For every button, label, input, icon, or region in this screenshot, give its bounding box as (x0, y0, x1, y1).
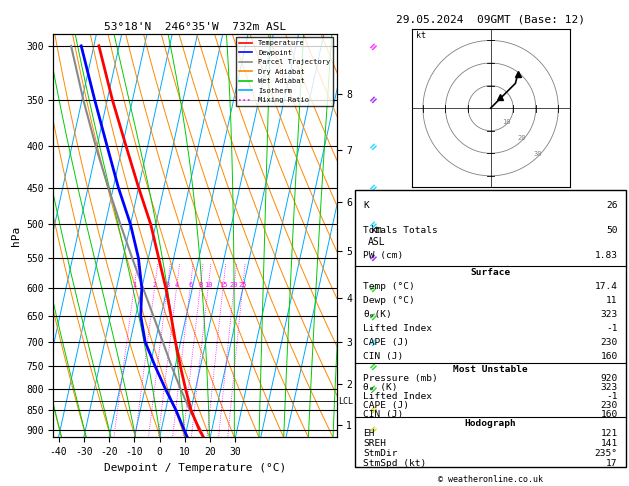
Text: 141: 141 (601, 439, 618, 449)
Text: Totals Totals: Totals Totals (364, 226, 438, 235)
Text: Most Unstable: Most Unstable (454, 365, 528, 374)
Text: 15: 15 (219, 282, 227, 288)
Text: 920: 920 (601, 374, 618, 383)
Text: Surface: Surface (470, 268, 511, 278)
Text: 230: 230 (601, 338, 618, 347)
Text: 17: 17 (606, 459, 618, 469)
Text: 323: 323 (601, 310, 618, 319)
X-axis label: Dewpoint / Temperature (°C): Dewpoint / Temperature (°C) (104, 463, 286, 473)
Text: CIN (J): CIN (J) (364, 411, 404, 419)
Text: $\equiv$: $\equiv$ (365, 359, 380, 373)
Text: CAPE (J): CAPE (J) (364, 338, 409, 347)
Text: 1.83: 1.83 (595, 251, 618, 260)
Text: 1: 1 (132, 282, 136, 288)
Text: 50: 50 (606, 226, 618, 235)
Text: StmDir: StmDir (364, 450, 398, 458)
Text: Lifted Index: Lifted Index (364, 393, 433, 401)
Text: $\equiv$: $\equiv$ (365, 309, 380, 324)
Text: $\equiv$: $\equiv$ (365, 250, 380, 265)
Text: $\equiv$: $\equiv$ (365, 38, 380, 53)
Text: 30: 30 (534, 151, 542, 156)
Text: kt: kt (416, 31, 426, 40)
Text: θₑ (K): θₑ (K) (364, 383, 398, 393)
Text: 10: 10 (502, 119, 511, 125)
Text: $\equiv$: $\equiv$ (365, 334, 380, 349)
Text: CIN (J): CIN (J) (364, 351, 404, 361)
Text: PW (cm): PW (cm) (364, 251, 404, 260)
Text: Dewp (°C): Dewp (°C) (364, 296, 415, 305)
Text: EH: EH (364, 430, 375, 438)
Legend: Temperature, Dewpoint, Parcel Trajectory, Dry Adiabat, Wet Adiabat, Isotherm, Mi: Temperature, Dewpoint, Parcel Trajectory… (236, 37, 333, 106)
Text: 230: 230 (601, 401, 618, 411)
Text: 20: 20 (518, 135, 526, 141)
Title: 53°18'N  246°35'W  732m ASL: 53°18'N 246°35'W 732m ASL (104, 22, 286, 32)
Text: 20: 20 (230, 282, 238, 288)
Text: $\equiv$: $\equiv$ (365, 92, 380, 107)
Text: 323: 323 (601, 383, 618, 393)
Text: CAPE (J): CAPE (J) (364, 401, 409, 411)
Text: $\equiv$: $\equiv$ (365, 381, 380, 396)
Text: Lifted Index: Lifted Index (364, 324, 433, 333)
Text: 3: 3 (165, 282, 169, 288)
Text: $\equiv$: $\equiv$ (365, 280, 380, 295)
Text: 29.05.2024  09GMT (Base: 12): 29.05.2024 09GMT (Base: 12) (396, 15, 585, 25)
Text: 6: 6 (188, 282, 192, 288)
Text: 25: 25 (238, 282, 247, 288)
Text: 160: 160 (601, 351, 618, 361)
Text: 235°: 235° (595, 450, 618, 458)
Text: -1: -1 (606, 324, 618, 333)
Text: Temp (°C): Temp (°C) (364, 282, 415, 291)
Text: 121: 121 (601, 430, 618, 438)
Text: 10: 10 (204, 282, 213, 288)
Text: 4: 4 (174, 282, 179, 288)
Text: LCL: LCL (338, 397, 353, 406)
Text: SREH: SREH (364, 439, 386, 449)
Y-axis label: km
ASL: km ASL (369, 225, 386, 246)
Text: K: K (364, 201, 369, 209)
Text: StmSpd (kt): StmSpd (kt) (364, 459, 426, 469)
Text: Hodograph: Hodograph (465, 419, 516, 429)
Text: 160: 160 (601, 411, 618, 419)
Text: 26: 26 (606, 201, 618, 209)
Text: θₑ(K): θₑ(K) (364, 310, 392, 319)
Text: 11: 11 (606, 296, 618, 305)
Text: © weatheronline.co.uk: © weatheronline.co.uk (438, 474, 543, 484)
Text: 2: 2 (152, 282, 157, 288)
Text: $\equiv$: $\equiv$ (365, 217, 380, 232)
Text: 8: 8 (198, 282, 203, 288)
Text: 17.4: 17.4 (595, 282, 618, 291)
Text: Pressure (mb): Pressure (mb) (364, 374, 438, 383)
Text: $\equiv$: $\equiv$ (365, 402, 380, 417)
Text: $\equiv$: $\equiv$ (365, 180, 380, 195)
Y-axis label: hPa: hPa (11, 226, 21, 246)
Text: $\equiv$: $\equiv$ (365, 139, 380, 154)
Text: -1: -1 (606, 393, 618, 401)
Text: $\equiv$: $\equiv$ (365, 422, 380, 437)
